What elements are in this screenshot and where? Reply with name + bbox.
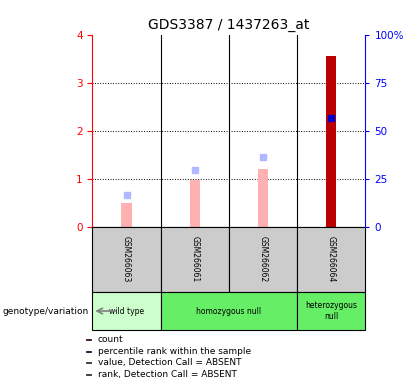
Bar: [92, 227, 161, 292]
Text: wild type: wild type: [109, 306, 144, 316]
Text: percentile rank within the sample: percentile rank within the sample: [98, 347, 251, 356]
Bar: [190, 180, 200, 227]
Bar: [86, 362, 92, 363]
Text: value, Detection Call = ABSENT: value, Detection Call = ABSENT: [98, 358, 242, 367]
Text: GSM266062: GSM266062: [259, 236, 268, 282]
Bar: [326, 56, 336, 227]
Bar: [121, 203, 131, 227]
Bar: [297, 227, 365, 292]
Bar: [161, 292, 297, 330]
Bar: [92, 292, 161, 330]
Bar: [229, 227, 297, 292]
Text: heterozygous
null: heterozygous null: [305, 301, 357, 321]
Text: GSM266064: GSM266064: [327, 236, 336, 282]
Text: rank, Detection Call = ABSENT: rank, Detection Call = ABSENT: [98, 370, 237, 379]
Text: homozygous null: homozygous null: [196, 306, 262, 316]
Bar: [161, 227, 229, 292]
Title: GDS3387 / 1437263_at: GDS3387 / 1437263_at: [148, 18, 310, 32]
Bar: [86, 374, 92, 375]
Bar: [297, 292, 365, 330]
Text: genotype/variation: genotype/variation: [3, 306, 89, 316]
Bar: [86, 351, 92, 352]
Bar: [86, 339, 92, 340]
Text: count: count: [98, 335, 123, 344]
Text: GSM266061: GSM266061: [190, 236, 199, 282]
Bar: [258, 169, 268, 227]
Text: GSM266063: GSM266063: [122, 236, 131, 282]
